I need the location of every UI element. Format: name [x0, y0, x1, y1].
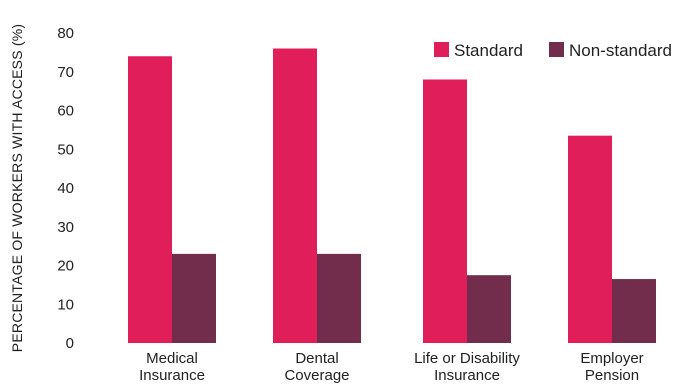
- bar-non-standard-3: [612, 279, 656, 343]
- bar-non-standard-1: [317, 253, 361, 343]
- y-tick-label: 70: [57, 64, 74, 81]
- x-category-label: Insurance: [139, 367, 205, 384]
- y-tick-label: 40: [57, 180, 74, 197]
- y-tick-label: 50: [57, 141, 74, 158]
- y-tick-label: 80: [57, 25, 74, 42]
- x-category-label: Insurance: [434, 367, 500, 384]
- bar-standard-2: [423, 79, 467, 343]
- y-tick-label: 10: [57, 296, 74, 313]
- bar-non-standard-0: [172, 253, 216, 343]
- y-axis-label: PERCENTAGE OF WORKERS WITH ACCESS (%): [9, 24, 25, 352]
- x-category-label: Life or Disability: [414, 350, 520, 367]
- y-tick-label: 0: [66, 335, 74, 352]
- legend: Standard Non-standard: [434, 41, 672, 60]
- legend-swatch: [549, 42, 564, 57]
- legend-swatch: [434, 42, 449, 57]
- x-category-label: Dental: [295, 350, 338, 367]
- bar-non-standard-2: [467, 275, 511, 343]
- y-tick-label: 20: [57, 258, 74, 275]
- x-category-label: Employer: [580, 350, 643, 367]
- bar-standard-1: [273, 48, 317, 343]
- x-category-label: Pension: [585, 367, 639, 384]
- x-category-label: Medical: [146, 350, 198, 367]
- legend-label: Non-standard: [569, 41, 672, 60]
- y-tick-label: 30: [57, 219, 74, 236]
- bar-standard-0: [128, 56, 172, 343]
- x-category-label: Coverage: [284, 367, 349, 384]
- y-axis-label-group: PERCENTAGE OF WORKERS WITH ACCESS (%): [9, 24, 25, 352]
- y-tick-label: 60: [57, 103, 74, 120]
- legend-label: Standard: [454, 41, 523, 60]
- bars: [128, 48, 656, 343]
- y-axis-ticks: 0 10 20 30 40 50 60 70 80: [57, 25, 74, 352]
- bar-standard-3: [568, 135, 612, 343]
